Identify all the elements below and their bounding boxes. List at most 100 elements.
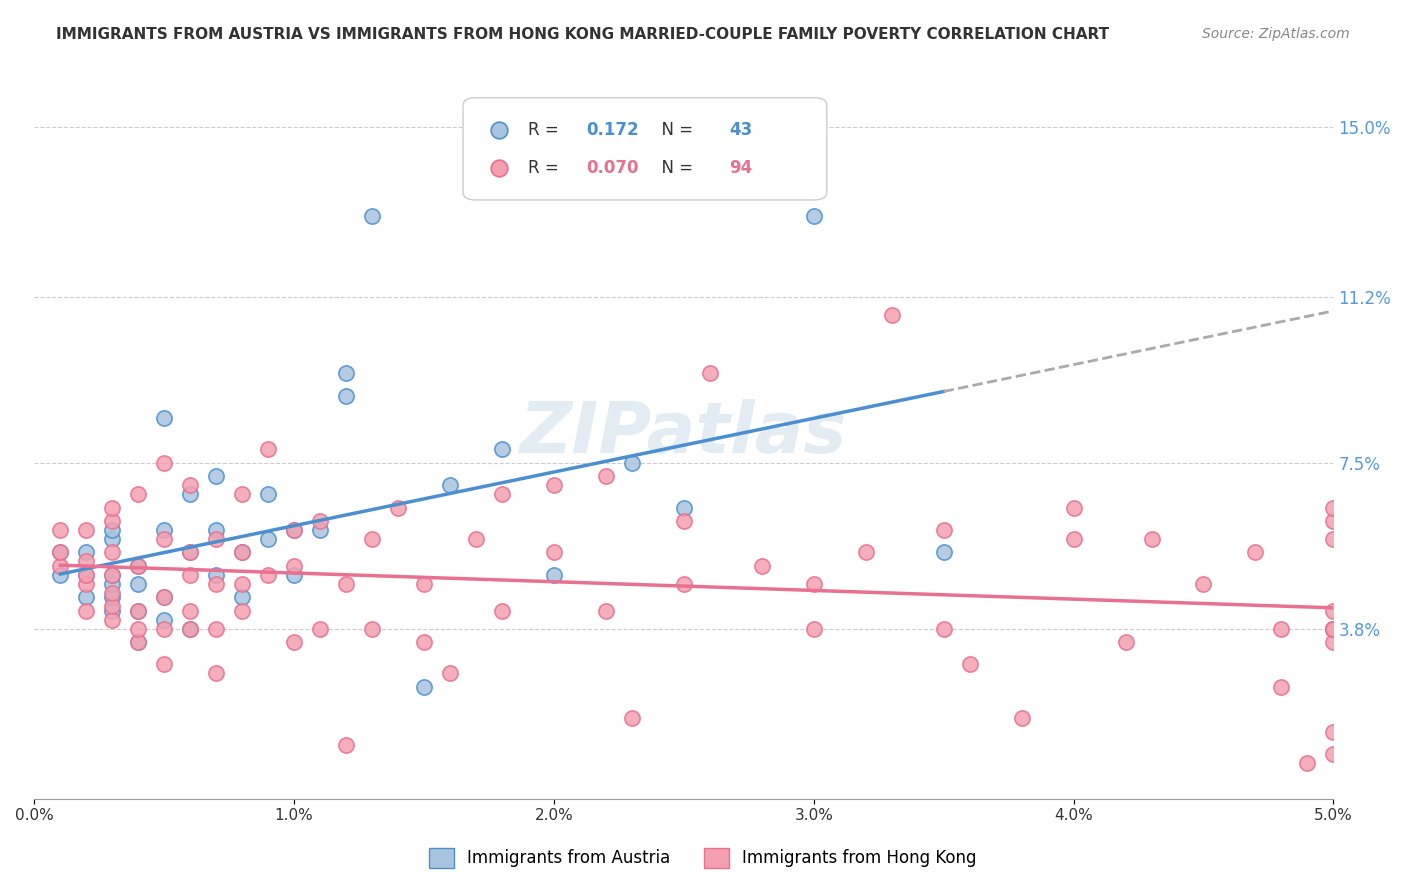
Point [283,635,305,649]
Point [75,523,97,537]
Point [179,478,201,492]
Point [1322,622,1344,636]
Point [179,545,201,559]
Text: 43: 43 [730,120,752,138]
Point [101,576,124,591]
Point [491,604,513,618]
Point [309,622,332,636]
Point [855,545,877,559]
Point [49,545,72,559]
Point [439,666,461,681]
Point [179,622,201,636]
Point [620,456,643,470]
Point [101,567,124,582]
Point [231,604,253,618]
Point [127,604,149,618]
Point [101,523,124,537]
Point [387,500,409,515]
Point [283,558,305,573]
Text: Source: ZipAtlas.com: Source: ZipAtlas.com [1202,27,1350,41]
Point [49,567,72,582]
Point [1192,576,1215,591]
Point [543,478,565,492]
Point [283,523,305,537]
Point [205,576,228,591]
Point [127,576,149,591]
Point [101,604,124,618]
Point [205,622,228,636]
Point [1011,711,1033,725]
Point [75,590,97,604]
Point [101,514,124,528]
Point [335,576,357,591]
Point [179,545,201,559]
Point [153,590,176,604]
Point [153,411,176,425]
Point [179,487,201,501]
Point [932,622,955,636]
Point [672,500,695,515]
Point [1296,756,1319,770]
Point [1322,622,1344,636]
Point [1063,500,1085,515]
Text: ZIPatlas: ZIPatlas [520,399,848,468]
Point [231,576,253,591]
Point [1322,622,1344,636]
Point [153,532,176,546]
Point [335,366,357,380]
Point [127,604,149,618]
Point [231,487,253,501]
Point [127,635,149,649]
Point [620,711,643,725]
Text: 0.172: 0.172 [586,120,640,138]
Point [153,613,176,627]
Point [179,567,201,582]
Point [1140,532,1163,546]
Point [309,514,332,528]
Text: 0.070: 0.070 [586,159,638,178]
Point [49,523,72,537]
Point [803,210,825,224]
Point [803,622,825,636]
Point [127,635,149,649]
Point [751,558,773,573]
Point [672,576,695,591]
Point [413,680,436,694]
Point [127,558,149,573]
Point [231,545,253,559]
Point [1322,635,1344,649]
Text: R =: R = [529,120,564,138]
Point [413,576,436,591]
Point [101,590,124,604]
Point [101,585,124,599]
Point [1115,635,1137,649]
Point [179,604,201,618]
Point [205,666,228,681]
Text: N =: N = [651,120,699,138]
Point [439,478,461,492]
Point [101,599,124,614]
Point [361,210,384,224]
Point [1322,622,1344,636]
Point [101,545,124,559]
Point [49,558,72,573]
Point [127,558,149,573]
Point [75,554,97,568]
Point [335,388,357,402]
Point [153,523,176,537]
Point [491,442,513,457]
Point [880,308,903,322]
Point [101,567,124,582]
Point [1322,500,1344,515]
Point [491,487,513,501]
Point [75,567,97,582]
Point [335,738,357,752]
Point [153,657,176,672]
Text: R =: R = [529,159,564,178]
Point [75,567,97,582]
Point [1322,622,1344,636]
Point [49,545,72,559]
Point [1322,514,1344,528]
Point [1322,604,1344,618]
Point [1270,680,1292,694]
